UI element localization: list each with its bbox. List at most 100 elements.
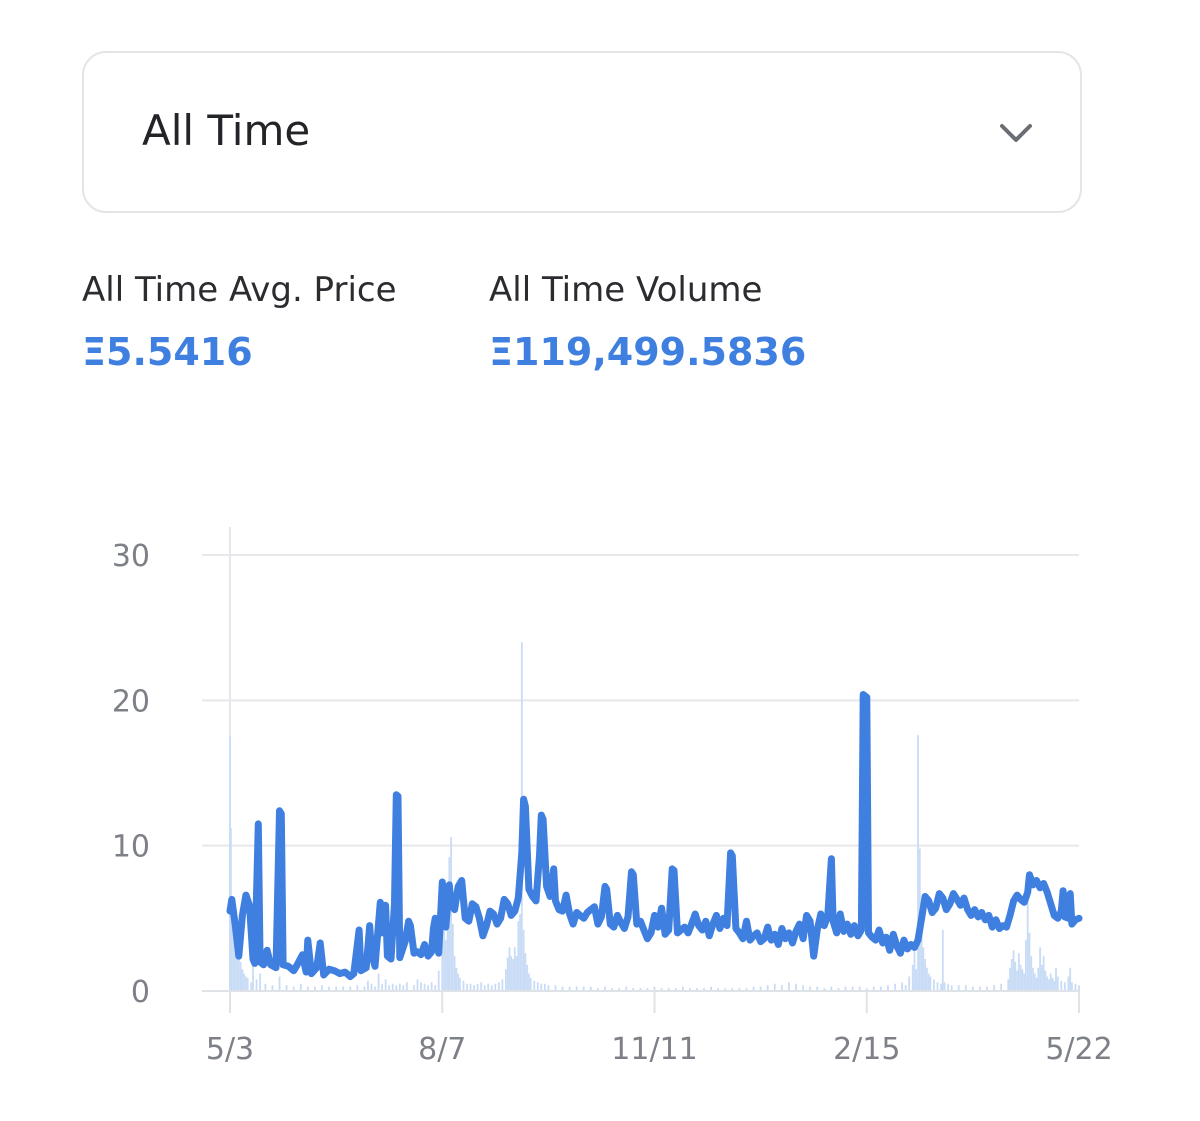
volume-bar <box>696 988 698 991</box>
volume-bar <box>568 986 571 991</box>
volume-bar <box>536 982 539 991</box>
volume-bar <box>517 921 520 991</box>
volume-bar <box>1048 979 1050 991</box>
volume-bar <box>979 986 981 991</box>
volume-bar <box>632 988 635 991</box>
volume-bar <box>483 985 486 991</box>
volume-bar <box>809 986 812 991</box>
volume-bar <box>752 986 755 991</box>
price-line <box>226 691 1083 980</box>
volume-bar <box>1063 982 1066 991</box>
volume-bar <box>1074 983 1077 991</box>
volume-bar <box>459 977 461 991</box>
volume-bar <box>490 985 493 991</box>
volume-bar <box>522 929 525 991</box>
volume-bar <box>292 986 295 991</box>
volume-bar <box>674 988 677 991</box>
volume-bar <box>964 985 967 991</box>
volume-bar <box>639 988 642 991</box>
volume-bar <box>1025 940 1027 991</box>
volume-bar <box>236 944 238 991</box>
volume-bar <box>1021 969 1024 991</box>
volume-bar <box>936 982 939 991</box>
volume-bar <box>646 988 649 991</box>
volume-bar <box>940 983 942 991</box>
volume-bar <box>1010 959 1013 991</box>
volume-bar <box>851 986 854 991</box>
volume-bar <box>917 735 919 991</box>
volume-bar <box>381 983 384 991</box>
volume-bar <box>476 983 479 991</box>
volume-bar <box>993 985 995 991</box>
volume-bar <box>540 983 543 991</box>
volume-bar <box>653 986 656 991</box>
volume-bar <box>501 979 504 991</box>
volume-bar <box>941 929 944 991</box>
volume-bar <box>243 973 246 991</box>
volume-bar <box>455 967 458 991</box>
volume-bar <box>1016 970 1018 991</box>
volume-bar <box>604 986 606 991</box>
volume-bar <box>497 982 500 991</box>
volume-bar <box>259 973 261 991</box>
volume-bar <box>237 953 240 991</box>
volume-bar <box>865 988 868 991</box>
volume-bar <box>922 947 925 991</box>
volume-bar <box>837 988 840 991</box>
chevron-down-icon[interactable] <box>996 113 1036 153</box>
volume-bar <box>681 986 684 991</box>
volume-bar <box>950 985 953 991</box>
volume-value: Ξ119,499.5836 <box>489 330 807 374</box>
volume-bar <box>547 985 550 991</box>
volume-bar <box>515 956 518 991</box>
volume-bar <box>688 988 691 991</box>
volume-bar <box>858 986 861 991</box>
volume-bar <box>480 982 483 991</box>
period-dropdown[interactable]: All Time <box>82 51 1082 213</box>
volume-bar <box>1067 976 1070 991</box>
volume-bar <box>780 985 783 991</box>
volume-bar <box>423 983 426 991</box>
volume-bar <box>667 988 670 991</box>
avg-price-label: All Time Avg. Price <box>82 270 397 310</box>
volume-bar <box>1019 964 1022 991</box>
volume-bar <box>582 986 585 991</box>
volume-bar <box>250 982 253 991</box>
volume-bar <box>1028 932 1031 991</box>
volume-bar <box>724 988 727 991</box>
volume-bar <box>913 947 916 991</box>
volume-bar <box>773 983 776 991</box>
volume-bar <box>444 940 447 991</box>
volume-bar <box>384 979 387 991</box>
volume-bar <box>1049 973 1052 991</box>
volume-bar <box>446 892 449 991</box>
volume-bar <box>795 983 797 991</box>
avg-price-value: Ξ5.5416 <box>82 330 253 374</box>
volume-bar <box>660 988 663 991</box>
volume-bar <box>543 983 546 991</box>
volume-bar <box>1030 956 1033 991</box>
volume-bar <box>487 983 490 991</box>
volume-bar <box>510 956 513 991</box>
volume-bar <box>328 986 330 991</box>
volume-bar <box>473 985 475 991</box>
volume-bar <box>1023 973 1026 991</box>
volume-bar <box>554 985 557 991</box>
volume-bar <box>830 986 833 991</box>
volume-bar <box>625 986 628 991</box>
volume-bar <box>901 982 904 991</box>
price-series-line <box>226 691 1083 980</box>
volume-bar <box>844 986 847 991</box>
volume-bar <box>703 988 705 991</box>
x-tick-label: 11/11 <box>611 1032 697 1067</box>
volume-bar <box>1007 979 1010 991</box>
volume-bar <box>388 985 391 991</box>
volume-bar <box>398 983 401 991</box>
volume-bar <box>420 982 422 991</box>
volume-bar <box>1033 973 1036 991</box>
volume-bar <box>434 985 437 991</box>
volume-bar <box>245 976 247 991</box>
volume-bar <box>395 985 398 991</box>
volume-bar <box>241 969 244 991</box>
volume-bar <box>443 882 445 991</box>
